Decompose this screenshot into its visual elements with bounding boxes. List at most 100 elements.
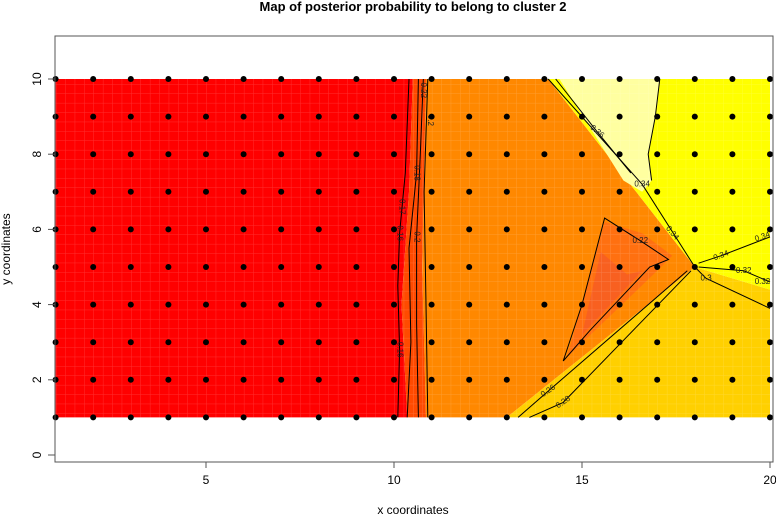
contour-label: 0.2	[426, 115, 435, 127]
data-point	[278, 113, 285, 120]
data-point	[278, 414, 285, 421]
data-point	[541, 414, 548, 421]
contour-line	[406, 78, 419, 418]
data-point	[240, 113, 247, 120]
data-point	[428, 376, 435, 383]
data-point	[767, 301, 773, 308]
data-point	[52, 264, 59, 270]
contour-lines	[397, 78, 771, 418]
data-point	[503, 151, 510, 158]
data-point	[165, 301, 172, 308]
data-point	[579, 76, 585, 82]
data-point	[391, 376, 397, 383]
contour-line	[698, 266, 771, 283]
contour-line	[397, 78, 410, 418]
data-point	[729, 301, 736, 308]
data-point	[240, 188, 247, 195]
data-point	[579, 226, 585, 233]
data-point	[541, 339, 548, 346]
data-point	[240, 414, 247, 421]
data-point	[52, 376, 59, 383]
data-point	[654, 226, 661, 233]
data-point	[315, 376, 322, 383]
data-point	[466, 339, 473, 346]
data-point	[729, 151, 736, 158]
data-point	[315, 76, 322, 82]
data-point	[503, 188, 510, 195]
data-point	[691, 113, 698, 120]
y-axis-label: y coordinates	[0, 213, 13, 284]
data-point	[391, 76, 397, 82]
data-point	[729, 414, 736, 421]
data-point	[503, 76, 510, 82]
data-point	[240, 226, 247, 233]
data-point	[391, 226, 397, 233]
data-point	[203, 414, 209, 421]
contour-line	[562, 217, 670, 362]
data-point	[691, 301, 698, 308]
data-point	[127, 376, 134, 383]
data-point	[466, 226, 473, 233]
data-point	[616, 339, 623, 346]
data-point	[428, 414, 435, 421]
contour-line	[698, 236, 771, 264]
data-point	[391, 151, 397, 158]
data-point	[616, 76, 623, 82]
data-point	[240, 151, 247, 158]
data-point	[165, 414, 172, 421]
contour-label: 0.16	[396, 342, 405, 358]
data-point	[767, 188, 773, 195]
data-point	[315, 113, 322, 120]
data-point	[654, 188, 661, 195]
data-point	[767, 151, 773, 158]
contour-line	[529, 270, 692, 418]
data-point	[203, 376, 209, 383]
contour-line	[555, 78, 632, 174]
data-point	[654, 264, 661, 270]
data-point	[391, 264, 397, 270]
data-point	[729, 188, 736, 195]
data-point	[315, 339, 322, 346]
data-point	[90, 226, 97, 233]
data-point	[203, 264, 209, 270]
y-tick-label: 2	[30, 376, 44, 383]
data-point	[127, 226, 134, 233]
data-point	[127, 339, 134, 346]
data-point	[278, 339, 285, 346]
data-point	[541, 188, 548, 195]
x-axis-label: x coordinates	[377, 503, 448, 517]
data-point	[466, 376, 473, 383]
data-point	[579, 113, 585, 120]
contour-label: 0.32	[755, 277, 771, 286]
data-point	[541, 226, 548, 233]
data-point	[503, 264, 510, 270]
contour-label: 0.32	[736, 266, 752, 275]
data-point	[203, 226, 209, 233]
data-point	[428, 151, 435, 158]
data-point	[654, 414, 661, 421]
data-point	[353, 264, 360, 270]
data-point	[729, 264, 736, 270]
data-point	[541, 76, 548, 82]
data-point	[165, 151, 172, 158]
contour-line	[694, 266, 771, 309]
data-point	[654, 301, 661, 308]
data-point	[353, 301, 360, 308]
data-point	[52, 113, 59, 120]
data-point	[466, 113, 473, 120]
data-point	[767, 226, 773, 233]
data-point	[691, 226, 698, 233]
data-point	[127, 414, 134, 421]
data-point	[767, 264, 773, 270]
data-point	[353, 76, 360, 82]
data-point	[428, 188, 435, 195]
data-point	[503, 376, 510, 383]
data-point	[428, 226, 435, 233]
data-point	[428, 264, 435, 270]
contour-label: 0.16	[396, 225, 405, 241]
data-point	[165, 376, 172, 383]
data-point	[428, 113, 435, 120]
data-point	[503, 301, 510, 308]
data-point	[203, 151, 209, 158]
x-tick-label: 10	[387, 473, 401, 487]
